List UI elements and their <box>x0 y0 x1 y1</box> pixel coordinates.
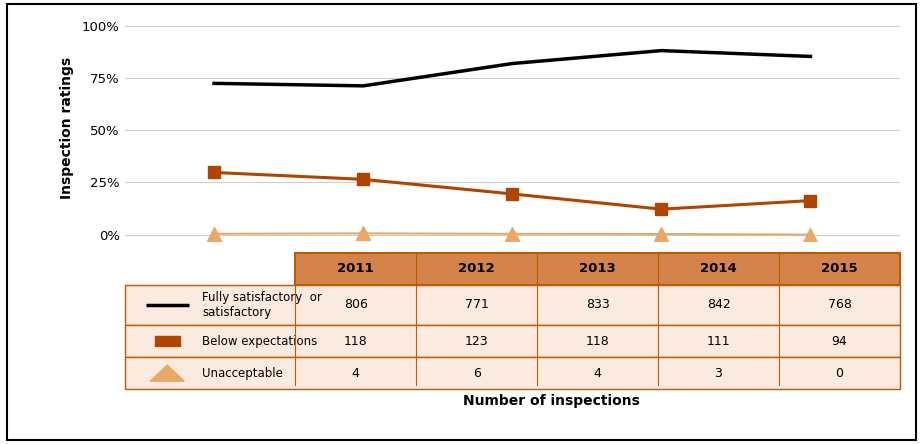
Text: 4: 4 <box>593 367 602 380</box>
Text: 2014: 2014 <box>701 262 737 275</box>
Text: 94: 94 <box>832 335 847 348</box>
Text: 768: 768 <box>828 298 851 311</box>
Text: 4: 4 <box>352 367 360 380</box>
FancyBboxPatch shape <box>125 357 900 389</box>
FancyBboxPatch shape <box>125 325 900 357</box>
Text: 6: 6 <box>473 367 481 380</box>
Text: 2012: 2012 <box>459 262 495 275</box>
Text: 842: 842 <box>707 298 730 311</box>
Y-axis label: Inspection ratings: Inspection ratings <box>60 57 74 199</box>
Text: 806: 806 <box>343 298 367 311</box>
Text: 2015: 2015 <box>821 262 857 275</box>
Text: 771: 771 <box>464 298 488 311</box>
Text: Fully satisfactory  or
satisfactory: Fully satisfactory or satisfactory <box>202 291 322 319</box>
Text: Number of inspections: Number of inspections <box>462 393 640 408</box>
Text: 123: 123 <box>465 335 488 348</box>
FancyBboxPatch shape <box>295 253 900 285</box>
FancyBboxPatch shape <box>125 285 900 325</box>
Text: 118: 118 <box>343 335 367 348</box>
Text: Unacceptable: Unacceptable <box>202 367 283 380</box>
Bar <box>155 336 180 346</box>
Text: 118: 118 <box>586 335 609 348</box>
Text: 3: 3 <box>714 367 723 380</box>
Polygon shape <box>150 365 185 381</box>
Text: 111: 111 <box>707 335 730 348</box>
Text: Below expectations: Below expectations <box>202 335 318 348</box>
Text: 0: 0 <box>835 367 844 380</box>
Text: 2011: 2011 <box>337 262 374 275</box>
Text: 833: 833 <box>586 298 609 311</box>
Text: 2013: 2013 <box>579 262 616 275</box>
